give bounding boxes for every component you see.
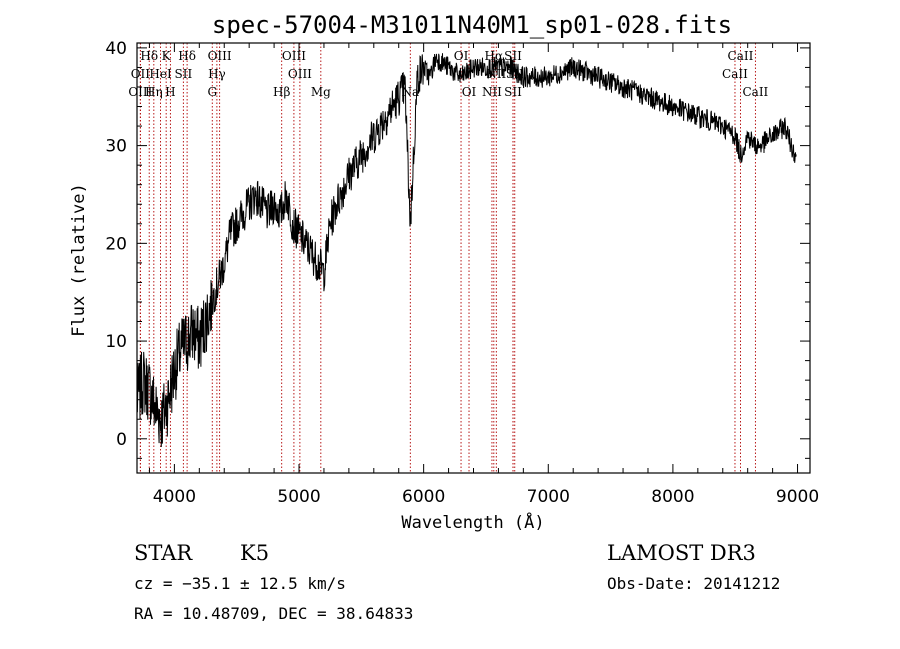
x-tick-label: 4000 <box>153 487 196 507</box>
line-label-Hα: Hα <box>485 49 504 63</box>
line-label-OI: OI <box>462 85 477 99</box>
line-label-NII: NII <box>486 67 506 81</box>
line-label-H: H <box>165 85 175 99</box>
object-subclass: K5 <box>240 541 269 565</box>
chart-title: spec-57004-M31011N40M1_sp01-028.fits <box>212 11 732 39</box>
x-tick-label: 8000 <box>651 487 694 507</box>
observation-date: Obs-Date: 20141212 <box>607 574 780 593</box>
line-label-Hβ: Hβ <box>273 85 290 99</box>
line-label-CaII: CaII <box>742 85 768 99</box>
line-label-OIII: OIII <box>288 67 312 81</box>
line-label-SII: SII <box>504 49 522 63</box>
x-tick-label: 9000 <box>776 487 819 507</box>
line-label-Hη: Hη <box>145 85 163 99</box>
line-label-K: K <box>162 49 172 63</box>
line-label-CaII: CaII <box>728 49 754 63</box>
y-axis-label: Flux (relative) <box>69 183 89 337</box>
plot-frame <box>136 42 811 474</box>
y-tick-label: 30 <box>105 137 127 157</box>
x-tick-label: 6000 <box>402 487 445 507</box>
line-label-OIII: OIII <box>282 49 306 63</box>
line-label-OIII: OIII <box>128 85 152 99</box>
spectrum-line <box>136 53 797 448</box>
y-tick-label: 0 <box>116 430 127 450</box>
x-tick-label: 7000 <box>527 487 570 507</box>
line-label-HeI: HeI <box>149 67 172 81</box>
line-label-OII: OII <box>131 67 151 81</box>
line-label-Mg: Mg <box>311 85 331 99</box>
line-label-Hδ: Hδ <box>178 49 196 63</box>
coordinates: RA = 10.48709, DEC = 38.64833 <box>134 604 413 623</box>
line-label-OI: OI <box>454 49 469 63</box>
line-label-Hδ: Hδ <box>140 49 158 63</box>
line-label-SII: SII <box>175 67 193 81</box>
line-label-Hγ: Hγ <box>208 67 226 81</box>
object-class: STAR <box>134 541 193 565</box>
survey-name: LAMOST DR3 <box>607 541 756 565</box>
axis-ticks: 4000 5000 6000 7000 8000 9000 0 10 20 30 40 <box>105 39 819 507</box>
x-axis-label: Wavelength (Å) <box>401 511 544 533</box>
line-label-SII: SII <box>504 85 522 99</box>
x-tick-label: 5000 <box>277 487 320 507</box>
y-tick-label: 20 <box>105 234 127 254</box>
line-label-G: G <box>207 85 217 99</box>
line-label-Na: Na <box>401 85 419 99</box>
redshift-velocity: cz = −35.1 ± 12.5 km/s <box>134 574 346 593</box>
line-label-CaII: CaII <box>722 67 748 81</box>
line-label-OIII: OIII <box>208 49 232 63</box>
line-label-SII: SII <box>506 67 524 81</box>
line-label-NII: NII <box>482 85 502 99</box>
y-tick-label: 10 <box>105 332 127 352</box>
y-tick-label: 40 <box>105 39 127 59</box>
